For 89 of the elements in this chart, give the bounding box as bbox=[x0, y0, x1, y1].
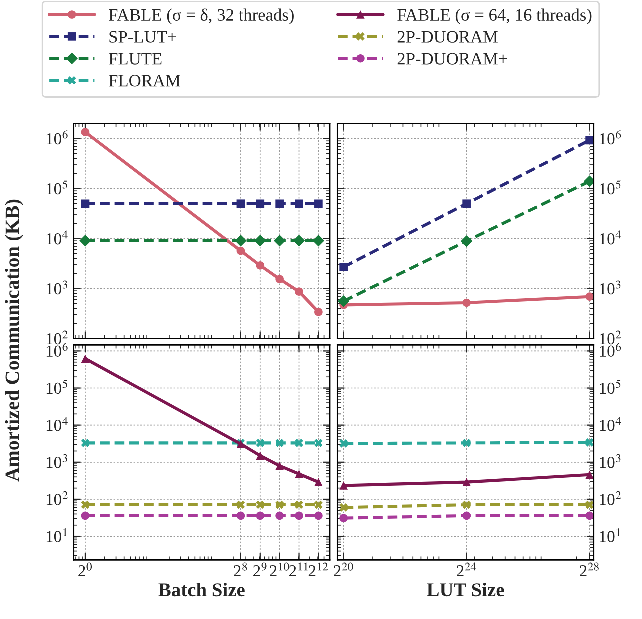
point bbox=[340, 504, 348, 512]
y-tick-label: 10$^{6}$ bbox=[46, 130, 68, 145]
point bbox=[254, 234, 266, 247]
point bbox=[276, 500, 284, 510]
x-tick-label: 2$^{24}$ bbox=[457, 562, 476, 577]
x-tick-label: 2$^{28}$ bbox=[580, 562, 599, 577]
point bbox=[256, 512, 265, 520]
y-tick-label: 10$^{5}$ bbox=[600, 380, 621, 394]
point bbox=[256, 439, 265, 448]
x-axis-title: LUT Size bbox=[427, 582, 504, 597]
point bbox=[235, 234, 247, 247]
point bbox=[236, 200, 246, 208]
point bbox=[295, 470, 304, 478]
y-tick-label: 10$^{5}$ bbox=[46, 180, 68, 195]
y-tick-label: 10$^{4}$ bbox=[46, 230, 68, 245]
y-tick-label: 10$^{3}$ bbox=[600, 280, 621, 295]
x-tick-label: 2$^{0}$ bbox=[78, 562, 92, 577]
point bbox=[340, 514, 348, 522]
point bbox=[256, 452, 265, 460]
y-tick-label: 10$^{6}$ bbox=[600, 130, 622, 145]
point bbox=[460, 235, 473, 248]
y-tick-label: 10$^{1}$ bbox=[600, 528, 620, 542]
y-tick-label: 10$^{1}$ bbox=[46, 528, 67, 542]
y-axis-title: Amortized Communication (KB) bbox=[5, 200, 24, 482]
point bbox=[338, 295, 350, 308]
point bbox=[236, 246, 246, 256]
point bbox=[314, 439, 323, 448]
point bbox=[462, 298, 471, 308]
point bbox=[274, 234, 286, 247]
point bbox=[312, 234, 325, 247]
point bbox=[295, 288, 304, 296]
point bbox=[462, 500, 471, 510]
y-tick-label: 10$^{2}$ bbox=[46, 491, 68, 506]
point bbox=[314, 200, 323, 208]
point bbox=[462, 439, 471, 448]
point bbox=[256, 500, 265, 510]
point bbox=[314, 308, 323, 316]
point bbox=[586, 500, 594, 510]
point bbox=[276, 200, 284, 208]
point bbox=[256, 262, 265, 270]
point bbox=[586, 470, 594, 480]
y-tick-label: 10$^{3}$ bbox=[46, 454, 68, 468]
y-tick-label: 10$^{3}$ bbox=[600, 454, 621, 468]
point bbox=[462, 512, 471, 520]
x-tick-label: 2$^{8}$ bbox=[234, 562, 248, 577]
point bbox=[586, 292, 594, 302]
x-tick-label: 2$^{9}$ bbox=[254, 562, 267, 577]
point bbox=[314, 512, 323, 520]
y-tick-label: 10$^{2}$ bbox=[600, 491, 622, 506]
point bbox=[340, 482, 348, 490]
legend-label: FLORAM bbox=[109, 75, 180, 87]
x-tick-label: 2$^{10}$ bbox=[270, 562, 290, 577]
point bbox=[586, 438, 594, 447]
legend-label: FABLE (σ = δ, 32 threads) bbox=[109, 8, 294, 25]
point bbox=[462, 478, 471, 486]
point bbox=[586, 136, 594, 145]
y-tick-label: 10$^{3}$ bbox=[46, 280, 68, 295]
legend-label: FABLE (σ = 64, 16 threads) bbox=[398, 8, 592, 25]
point bbox=[295, 500, 304, 510]
point bbox=[276, 462, 284, 470]
point bbox=[236, 500, 246, 510]
point bbox=[276, 512, 284, 520]
y-tick-label: 10$^{4}$ bbox=[600, 230, 622, 245]
y-tick-label: 10$^{4}$ bbox=[600, 417, 622, 432]
point bbox=[586, 512, 594, 520]
point bbox=[256, 200, 265, 208]
y-tick-label: 10$^{4}$ bbox=[46, 417, 68, 432]
point bbox=[293, 234, 306, 247]
point bbox=[462, 200, 471, 208]
point bbox=[340, 440, 348, 448]
legend-label: 2P-DUORAM+ bbox=[398, 53, 508, 65]
x-tick-label: 2$^{20}$ bbox=[334, 562, 354, 577]
y-tick-label: 10$^{5}$ bbox=[600, 180, 621, 195]
point bbox=[314, 478, 323, 486]
legend-label: SP-LUT+ bbox=[110, 31, 176, 43]
point bbox=[295, 512, 304, 520]
x-axis-title: Batch Size bbox=[158, 582, 245, 597]
x-tick-label: 2$^{12}$ bbox=[308, 562, 328, 577]
legend-label: FLUTE bbox=[109, 53, 162, 65]
point bbox=[295, 439, 304, 448]
point bbox=[295, 200, 304, 208]
point bbox=[314, 500, 323, 510]
point bbox=[236, 512, 246, 520]
point bbox=[276, 275, 284, 284]
y-tick-label: 10$^{5}$ bbox=[46, 380, 68, 394]
legend-label: 2P-DUORAM bbox=[398, 31, 498, 43]
point bbox=[276, 439, 284, 448]
x-tick-label: 2$^{11}$ bbox=[289, 562, 308, 577]
point bbox=[340, 263, 348, 272]
